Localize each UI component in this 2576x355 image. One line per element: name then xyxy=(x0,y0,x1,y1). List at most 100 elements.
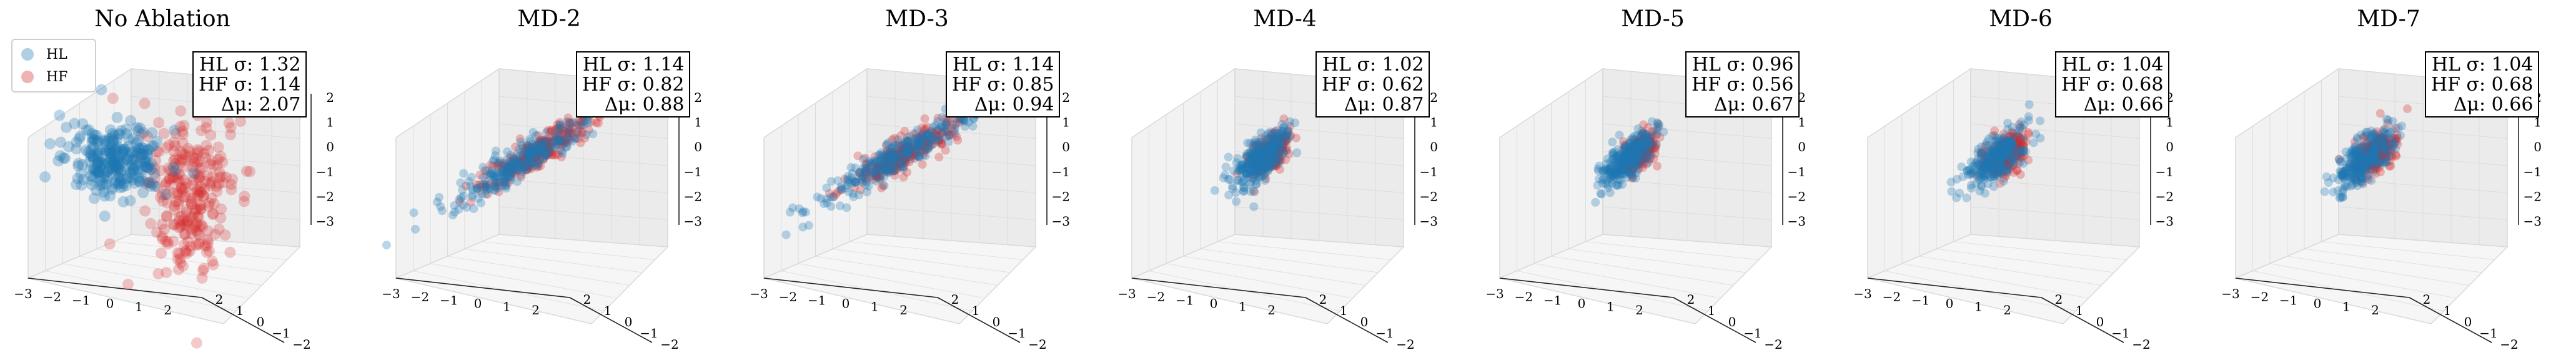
hf-point xyxy=(1632,141,1642,150)
hl-point xyxy=(931,132,940,141)
hl-point xyxy=(959,116,968,125)
hl-point xyxy=(80,144,92,156)
hf-point xyxy=(206,155,217,167)
hl-point xyxy=(1260,159,1269,168)
hf-point xyxy=(1262,146,1272,155)
hl-point xyxy=(91,129,102,141)
hf-point xyxy=(1637,153,1646,162)
hf-point xyxy=(144,178,156,189)
hf-point xyxy=(193,172,205,184)
hl-point xyxy=(76,179,87,191)
z-tick-label: 0 xyxy=(1798,139,1806,154)
hf-point xyxy=(528,154,538,163)
hl-point xyxy=(137,126,149,138)
hl-point xyxy=(99,134,111,146)
hf-point xyxy=(876,162,885,171)
hl-point xyxy=(886,157,896,166)
hl-point xyxy=(468,190,477,199)
hf-point xyxy=(1639,151,1648,160)
hl-point xyxy=(916,142,925,152)
hf-point xyxy=(536,146,545,156)
hf-point xyxy=(1637,143,1647,152)
hl-point xyxy=(107,144,119,156)
hf-point xyxy=(944,131,953,141)
hl-point xyxy=(525,147,534,156)
x-tick-label: 0 xyxy=(1946,296,1954,311)
hf-point xyxy=(498,168,508,178)
hl-point xyxy=(523,144,533,153)
z-tick-label: −1 xyxy=(2156,164,2174,179)
hf-point xyxy=(1628,149,1638,158)
hf-point xyxy=(568,123,578,132)
hf-point xyxy=(1277,133,1287,142)
hf-point xyxy=(1274,138,1283,148)
hl-point xyxy=(1279,122,1289,132)
hl-point xyxy=(125,168,137,180)
hl-point xyxy=(127,163,139,175)
hl-point xyxy=(1972,157,1981,166)
hl-point xyxy=(107,181,119,193)
hf-point xyxy=(864,167,874,176)
hl-point xyxy=(1272,136,1282,145)
hf-point xyxy=(527,164,536,174)
hl-point xyxy=(492,168,502,177)
hl-point xyxy=(2019,134,2028,143)
hf-point xyxy=(1272,132,1282,142)
hf-point xyxy=(888,143,897,152)
hl-point xyxy=(1257,147,1266,156)
hf-point xyxy=(952,118,961,128)
hl-point xyxy=(555,131,565,140)
hl-point xyxy=(528,147,538,156)
hf-point xyxy=(491,182,500,192)
hf-point xyxy=(1264,148,1274,157)
hf-point xyxy=(1271,138,1280,148)
hf-point xyxy=(502,179,511,188)
hf-point xyxy=(947,123,956,132)
hl-sigma-label: HL σ: 1.04 xyxy=(2431,54,2534,76)
hf-point xyxy=(1638,154,1648,163)
hf-point xyxy=(1627,146,1636,155)
hl-point xyxy=(1965,165,1974,174)
hf-point xyxy=(578,129,587,138)
hf-point xyxy=(169,204,181,216)
hf-point xyxy=(558,130,567,139)
x-tick-label: −3 xyxy=(14,286,32,301)
hf-point xyxy=(502,161,511,171)
hf-point xyxy=(1270,144,1279,153)
hl-point xyxy=(128,153,140,165)
hf-point xyxy=(543,136,553,146)
hl-point xyxy=(2320,187,2329,196)
hf-point xyxy=(862,159,871,169)
hl-point xyxy=(114,128,126,140)
hl-point xyxy=(893,135,903,144)
hf-point xyxy=(1270,156,1279,165)
hf-point xyxy=(201,122,212,134)
hl-point xyxy=(1290,118,1300,128)
hf-point xyxy=(889,151,899,160)
hf-point xyxy=(1264,144,1273,154)
hf-point xyxy=(1633,139,1643,148)
hf-point xyxy=(198,262,210,274)
hf-point xyxy=(157,195,169,207)
hf-point xyxy=(1638,141,1648,151)
hl-point xyxy=(872,166,881,175)
hl-point xyxy=(861,180,870,189)
hf-point xyxy=(530,154,539,163)
grid-line xyxy=(1234,206,1404,221)
hl-point xyxy=(900,153,909,162)
hl-point xyxy=(146,127,158,139)
hf-point xyxy=(1259,154,1268,163)
hf-point xyxy=(913,144,922,153)
hf-point xyxy=(519,154,528,163)
hf-point xyxy=(107,92,119,104)
hl-point xyxy=(102,172,114,184)
hf-point xyxy=(1271,151,1280,161)
hf-point xyxy=(906,152,915,161)
hf-point xyxy=(933,114,943,123)
hl-point xyxy=(536,144,545,153)
hl-point xyxy=(1221,162,1231,172)
hl-point xyxy=(86,128,98,140)
hl-point xyxy=(1272,129,1281,138)
hf-point xyxy=(558,122,567,132)
hf-point xyxy=(1630,144,1639,153)
